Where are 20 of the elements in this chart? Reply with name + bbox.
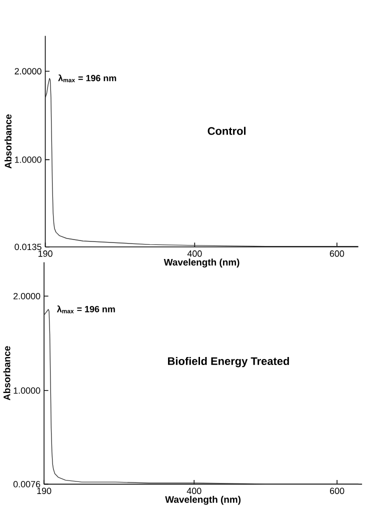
annotation: Control	[208, 126, 246, 135]
y-tick-label: 0.0076	[13, 481, 40, 488]
x-tick-label: 400	[187, 250, 202, 257]
x-axis-title: Wavelength (nm)	[165, 496, 240, 505]
y-axis-title: Absorbance	[4, 114, 12, 169]
y-tick-label: 2.0000	[13, 292, 40, 300]
x-tick-label: 600	[330, 488, 344, 494]
x-axis-title: Wavelength (nm)	[164, 258, 240, 268]
y-tick-label: 2.0000	[14, 68, 42, 74]
y-tick-label: 1.0000	[14, 387, 40, 394]
x-tick-label: 190	[38, 250, 52, 257]
annotation: λ$_{max}$ = 196 nm	[56, 305, 115, 314]
y-tick-label: 1.0000	[14, 156, 42, 163]
x-tick-label: 190	[37, 488, 52, 494]
annotation: λ$_{max}$ = 196 nm	[58, 74, 116, 82]
annotation: Biofield Energy Treated	[168, 356, 289, 368]
y-tick-label: 0.0135	[14, 244, 42, 250]
y-axis-title: Absorbance	[3, 346, 10, 400]
x-tick-label: 400	[186, 488, 202, 494]
x-tick-label: 600	[330, 250, 344, 257]
